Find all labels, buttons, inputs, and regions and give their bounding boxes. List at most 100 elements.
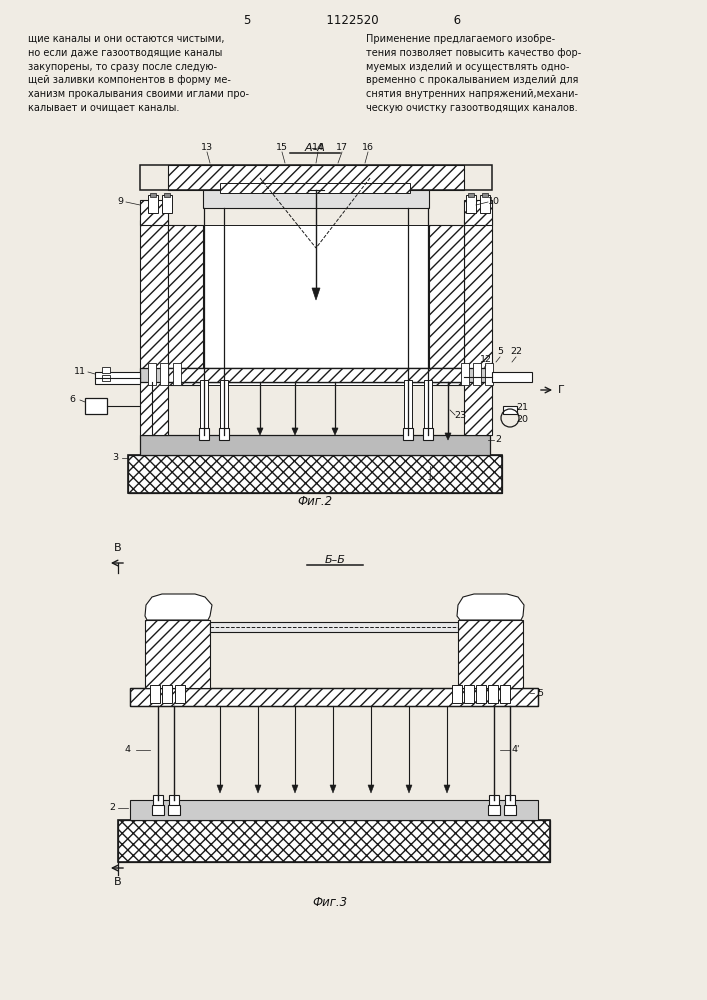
Bar bbox=[219, 428, 229, 440]
Bar bbox=[200, 380, 208, 435]
Text: 2: 2 bbox=[109, 804, 115, 812]
Text: ханизм прокалывания своими иглами про-: ханизм прокалывания своими иглами про- bbox=[28, 89, 249, 99]
Bar bbox=[492, 372, 532, 382]
Polygon shape bbox=[444, 785, 450, 793]
Bar bbox=[482, 193, 488, 197]
Bar bbox=[503, 406, 517, 414]
Bar bbox=[150, 193, 156, 197]
Text: тения позволяет повысить качество фор-: тения позволяет повысить качество фор- bbox=[366, 48, 581, 58]
Text: 11: 11 bbox=[74, 367, 86, 376]
Text: Б–Б: Б–Б bbox=[325, 555, 346, 565]
Bar bbox=[150, 685, 160, 703]
Text: снятия внутренних напряжений,механи-: снятия внутренних напряжений,механи- bbox=[366, 89, 578, 99]
Bar bbox=[485, 363, 493, 385]
Polygon shape bbox=[312, 288, 320, 300]
Text: 13: 13 bbox=[201, 143, 213, 152]
Bar bbox=[458, 620, 523, 688]
Bar bbox=[162, 195, 172, 213]
Text: но если даже газоотводящие каналы: но если даже газоотводящие каналы bbox=[28, 48, 223, 58]
Bar bbox=[488, 805, 500, 815]
Bar bbox=[220, 380, 228, 435]
Text: 15: 15 bbox=[276, 143, 288, 152]
Bar bbox=[102, 367, 110, 373]
Polygon shape bbox=[457, 594, 524, 620]
Bar bbox=[461, 363, 469, 385]
Bar bbox=[118, 820, 550, 862]
Bar bbox=[203, 225, 429, 385]
Text: А–А: А–А bbox=[305, 143, 325, 153]
Bar bbox=[128, 455, 502, 493]
Text: 20: 20 bbox=[516, 414, 528, 424]
Bar bbox=[210, 622, 458, 632]
Bar bbox=[452, 685, 462, 703]
Text: муемых изделий и осуществлять одно-: муемых изделий и осуществлять одно- bbox=[366, 62, 569, 72]
Bar bbox=[464, 220, 492, 435]
Bar bbox=[140, 220, 168, 435]
Text: 12: 12 bbox=[480, 356, 492, 364]
Text: Г: Г bbox=[558, 385, 565, 395]
Bar bbox=[199, 428, 209, 440]
Text: В: В bbox=[115, 877, 122, 887]
Bar bbox=[168, 805, 180, 815]
Bar bbox=[102, 375, 110, 381]
Bar bbox=[130, 800, 538, 820]
Text: Фиг.3: Фиг.3 bbox=[312, 896, 348, 909]
Bar bbox=[148, 363, 156, 385]
Bar bbox=[168, 165, 464, 190]
Bar bbox=[480, 195, 490, 213]
Polygon shape bbox=[330, 785, 336, 793]
Bar bbox=[140, 200, 168, 225]
Bar bbox=[220, 183, 410, 193]
Text: 17: 17 bbox=[336, 143, 348, 152]
Bar bbox=[203, 190, 429, 208]
Polygon shape bbox=[406, 785, 412, 793]
Bar bbox=[424, 380, 432, 435]
Bar bbox=[95, 372, 140, 384]
Text: временно с прокалыванием изделий для: временно с прокалыванием изделий для bbox=[366, 75, 578, 85]
Polygon shape bbox=[445, 433, 451, 440]
Text: 14: 14 bbox=[312, 143, 324, 152]
Text: 2: 2 bbox=[495, 436, 501, 444]
Bar bbox=[464, 685, 474, 703]
Bar bbox=[466, 195, 476, 213]
Bar bbox=[169, 795, 179, 807]
Bar bbox=[168, 225, 203, 385]
Polygon shape bbox=[292, 428, 298, 435]
Text: 1: 1 bbox=[427, 473, 433, 482]
Bar bbox=[489, 795, 499, 807]
Bar bbox=[464, 200, 492, 225]
Bar bbox=[175, 685, 185, 703]
Bar bbox=[473, 363, 481, 385]
Bar bbox=[488, 685, 498, 703]
Bar bbox=[118, 820, 550, 862]
Bar bbox=[162, 685, 172, 703]
Bar bbox=[145, 620, 210, 688]
Bar bbox=[505, 795, 515, 807]
Text: 5: 5 bbox=[537, 688, 543, 698]
Text: 21: 21 bbox=[516, 402, 528, 412]
Bar bbox=[403, 428, 413, 440]
Text: щие каналы и они остаются чистыми,: щие каналы и они остаются чистыми, bbox=[28, 34, 225, 44]
Bar bbox=[152, 805, 164, 815]
Text: Применение предлагаемого изобре-: Применение предлагаемого изобре- bbox=[366, 34, 555, 44]
Text: закупорены, то сразу после следую-: закупорены, то сразу после следую- bbox=[28, 62, 217, 72]
Bar bbox=[168, 368, 464, 382]
Bar bbox=[476, 685, 486, 703]
Polygon shape bbox=[217, 785, 223, 793]
Bar bbox=[173, 363, 181, 385]
Polygon shape bbox=[292, 785, 298, 793]
Bar bbox=[130, 688, 538, 706]
Bar bbox=[168, 368, 464, 382]
Polygon shape bbox=[332, 428, 338, 435]
Bar bbox=[504, 805, 516, 815]
Text: ческую очистку газоотводящих каналов.: ческую очистку газоотводящих каналов. bbox=[366, 103, 578, 113]
Text: 4': 4' bbox=[512, 746, 520, 754]
Bar bbox=[140, 435, 490, 455]
Polygon shape bbox=[255, 785, 261, 793]
Text: 22: 22 bbox=[510, 348, 522, 357]
Bar bbox=[85, 398, 107, 414]
Bar bbox=[148, 195, 158, 213]
Text: 5                    1122520                    6: 5 1122520 6 bbox=[245, 14, 462, 27]
Bar bbox=[140, 368, 492, 382]
Bar bbox=[140, 165, 492, 190]
